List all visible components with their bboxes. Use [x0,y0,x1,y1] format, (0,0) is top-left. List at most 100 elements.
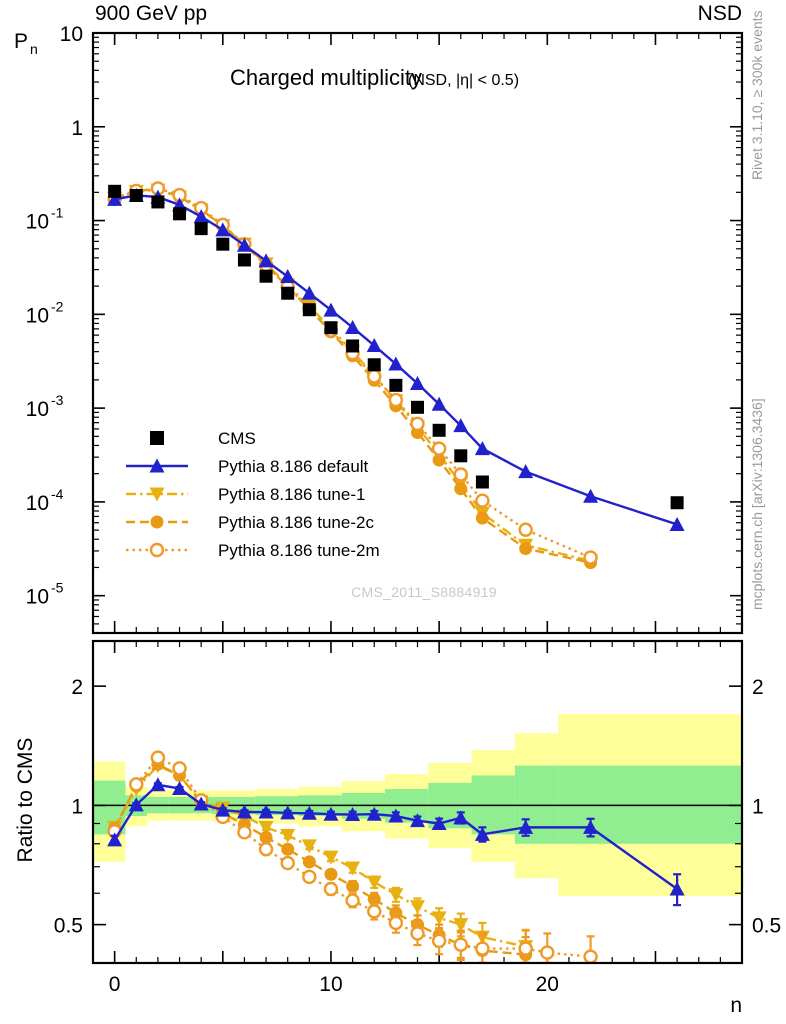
marker-circle-open [453,937,468,952]
marker-triangle-down [149,487,165,502]
marker-circle-open [388,915,404,931]
main-y-tick-label: 10 [26,211,49,234]
marker-circle [281,842,295,856]
ratio-x-tick-label: 20 [536,973,559,996]
marker-circle-open [149,542,165,558]
legend-item-pythia-8-186-tune-2c[interactable]: Pythia 8.186 tune-2c [126,513,374,532]
legend-item-pythia-8-186-tune-2m[interactable]: Pythia 8.186 tune-2m [126,541,380,560]
ratio-panel-frame [91,639,744,965]
main-panel-axis-ticks [92,32,743,634]
marker-triangle-up [431,396,447,411]
marker-circle-open [431,441,447,456]
main-y-axis-label-subscript: n [30,41,38,57]
marker-circle-open [323,881,339,897]
marker-circle-open [388,392,404,408]
marker-triangle-up [474,826,490,841]
marker-triangle-down [453,918,469,933]
marker-triangle-up [388,356,404,371]
marker-circle-open [302,869,317,885]
legend-item-pythia-8-186-tune-1[interactable]: Pythia 8.186 tune-1 [126,485,365,504]
marker-circle [454,482,468,496]
marker-circle-open [172,761,187,776]
marker-triangle-up [301,805,317,820]
marker-triangle-up [150,777,166,792]
marker-circle-open [583,949,598,963]
marker-square [150,431,164,445]
marker-triangle-up [583,819,599,834]
main-y-tick-label: 10 [26,304,49,327]
marker-triangle-up [301,285,317,300]
ratio-y-tick-label: 1 [71,795,83,818]
marker-triangle-down [323,850,339,865]
marker-triangle-up [193,796,209,811]
marker-triangle-up [431,815,447,830]
main-y-tick-label: 1 [71,117,83,140]
marker-circle [302,855,316,869]
marker-square [216,237,230,251]
marker-triangle-up [410,813,425,828]
marker-square [432,423,446,437]
marker-triangle-down [388,888,404,903]
legend-item-pythia-8-186-default[interactable]: Pythia 8.186 default [126,457,369,476]
marker-triangle-down [410,900,425,915]
marker-triangle-up [410,376,425,391]
plot-title-subtitle: (NSD, |η| < 0.5) [408,72,519,89]
main-y-tick-exponent: -3 [51,392,64,408]
marker-square [389,378,403,392]
marker-circle-open [540,945,555,960]
marker-square [454,449,468,463]
marker-triangle-down [301,839,317,854]
marker-square [129,189,143,203]
marker-circle [324,867,338,881]
legend-label: Pythia 8.186 default [218,457,369,476]
marker-square [475,475,489,489]
marker-triangle-down [280,828,296,843]
marker-circle-open [518,522,533,537]
marker-square [173,207,187,221]
marker-square [411,400,424,414]
marker-triangle-up [323,302,339,317]
main-y-axis-label: P n [14,30,38,57]
marker-triangle-down [431,911,447,926]
marker-circle [475,511,489,525]
main-y-axis-label-text: P [14,30,28,53]
series-pythia-8-186-tune-2m [107,181,598,565]
plot-title: Charged multiplicity [230,65,422,90]
ratio-y-tick-label-right: 0.5 [752,915,781,938]
ratio-y-axis-label: Ratio to CMS [14,738,37,863]
series-pythia-8-186-tune-2c [108,182,598,570]
main-y-tick-label: 10 [26,586,49,609]
marker-triangle-up [107,832,123,847]
marker-circle [519,542,533,556]
marker-triangle-up [345,319,361,334]
marker-circle-open [129,777,144,792]
ratio-uncertainty-bands [93,714,742,897]
marker-circle [432,453,446,467]
main-y-tick-label: 10 [60,23,83,46]
ratio-series-pythia-8-186-default [107,777,685,907]
marker-circle-open [345,893,360,908]
marker-triangle-up [258,804,274,819]
marker-triangle-up [474,441,490,456]
marker-triangle-up [193,209,209,224]
analysis-watermark: CMS_2011_S8884919 [351,584,497,600]
marker-triangle-up [215,222,231,237]
marker-triangle-up [236,804,252,819]
marker-circle-open [367,904,382,919]
marker-triangle-up [366,806,382,821]
marker-triangle-up [518,819,534,834]
marker-triangle-down [345,861,361,876]
marker-circle-open [150,750,166,765]
marker-square [194,222,208,236]
marker-triangle-up [323,806,339,821]
marker-triangle-up [453,418,469,433]
marker-circle [367,892,381,906]
series-pythia-8-186-tune-1 [107,183,599,569]
marker-triangle-up [258,253,274,268]
ratio-y-tick-label: 2 [71,676,83,699]
marker-square [670,496,684,510]
marker-triangle-up [583,488,599,503]
legend-item-cms[interactable]: CMS [150,429,256,448]
